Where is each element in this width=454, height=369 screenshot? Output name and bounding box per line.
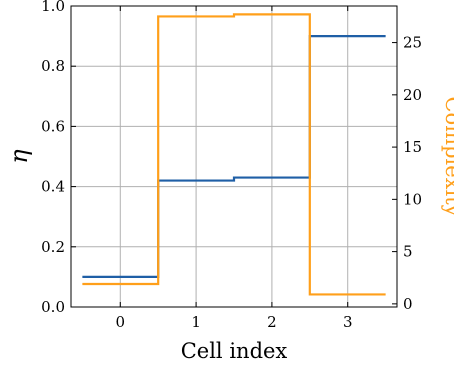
right-y-axis-label: Complexity [441, 96, 454, 216]
left-y-tick-label: 0.2 [41, 238, 65, 256]
left-y-tick-label: 0.4 [41, 178, 65, 196]
data-series [82, 13, 386, 296]
left-y-tick-label: 0.0 [41, 298, 65, 316]
grid-lines [71, 5, 397, 308]
x-tick-label: 3 [343, 313, 353, 331]
x-tick-label: 1 [191, 313, 201, 331]
left-y-axis-label: η [5, 149, 33, 164]
right-y-tick-label: 0 [403, 295, 413, 313]
right-y-tick-label: 15 [403, 138, 422, 156]
x-axis-label: Cell index [181, 339, 288, 363]
series-line-right [82, 13, 386, 296]
series-line-left [82, 35, 386, 278]
right-y-tick-label: 10 [403, 190, 422, 208]
right-y-tick-label: 25 [403, 34, 422, 52]
left-y-tick-label: 0.6 [41, 117, 65, 135]
plot-frame [70, 5, 398, 308]
axis-ticks: 0 1 2 3 0.0 0.2 0.4 0.6 0.8 1.0 0 5 10 15 20 25 [41, 0, 422, 331]
x-tick-label: 2 [267, 313, 277, 331]
x-tick-label: 0 [116, 313, 126, 331]
right-y-tick-label: 20 [403, 86, 422, 104]
right-y-tick-label: 5 [403, 243, 413, 261]
left-y-tick-label: 0.8 [41, 57, 65, 75]
left-y-tick-label: 1.0 [41, 0, 65, 15]
